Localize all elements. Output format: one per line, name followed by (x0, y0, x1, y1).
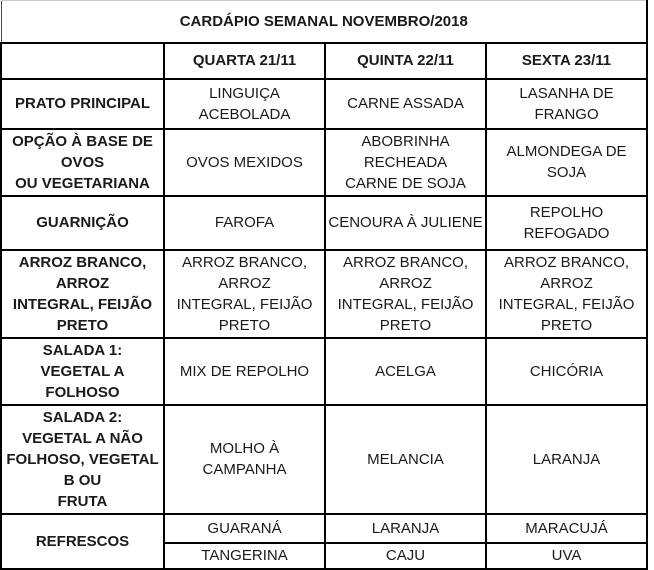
row-label-salada-1: SALADA 1: VEGETAL A FOLHOSO (0, 336, 165, 406)
menu-cell: MELANCIA (324, 403, 487, 515)
column-header-empty (0, 41, 165, 80)
row-salada-2: SALADA 2: VEGETAL A NÃO FOLHOSO, VEGETAL… (0, 403, 649, 515)
menu-cell: CAJU (324, 541, 487, 570)
row-label-prato-principal: PRATO PRINCIPAL (0, 77, 165, 130)
row-guarnicao: GUARNIÇÃO FAROFA CENOURA À JULIENE REPOL… (0, 194, 649, 251)
row-refrescos-1: REFRESCOS GUARANÁ LARANJA MARACUJÁ (0, 512, 649, 570)
header-row: QUARTA 21/11 QUINTA 22/11 SEXTA 23/11 (0, 41, 649, 80)
menu-cell: ARROZ BRANCO, ARROZ INTEGRAL, FEIJÃO PRE… (324, 248, 487, 339)
row-prato-principal: PRATO PRINCIPAL LINGUIÇA ACEBOLADA CARNE… (0, 77, 649, 130)
row-label-guarnicao: GUARNIÇÃO (0, 194, 165, 251)
menu-cell: GUARANÁ (163, 512, 326, 544)
menu-cell: FAROFA (163, 194, 326, 251)
column-header-wednesday: QUARTA 21/11 (163, 41, 326, 80)
menu-cell: LASANHA DE FRANGO (484, 77, 649, 130)
menu-cell: ABOBRINHA RECHEADA CARNE DE SOJA (324, 127, 487, 197)
menu-cell: CHICÓRIA (484, 336, 649, 406)
menu-cell: ARROZ BRANCO, ARROZ INTEGRAL, FEIJÃO PRE… (163, 248, 326, 339)
title-row: CARDÁPIO SEMANAL NOVEMBRO/2018 (1, 0, 649, 44)
row-arroz-feijao: ARROZ BRANCO, ARROZ INTEGRAL, FEIJÃO PRE… (0, 248, 649, 339)
menu-cell: LINGUIÇA ACEBOLADA (163, 77, 326, 130)
menu-cell: REPOLHO REFOGADO (484, 194, 649, 251)
menu-cell: OVOS MEXIDOS (163, 127, 326, 197)
menu-cell: LARANJA (324, 512, 487, 544)
menu-cell: MOLHO À CAMPANHA (163, 403, 326, 515)
menu-cell: CENOURA À JULIENE (324, 194, 487, 251)
menu-cell: MARACUJÁ (484, 512, 649, 544)
menu-cell: LARANJA (484, 403, 649, 515)
menu-cell: MIX DE REPOLHO (163, 336, 326, 406)
row-label-refrescos: REFRESCOS (0, 512, 165, 570)
column-header-thursday: QUINTA 22/11 (324, 41, 487, 80)
menu-cell: TANGERINA (163, 541, 326, 570)
row-label-salada-2: SALADA 2: VEGETAL A NÃO FOLHOSO, VEGETAL… (0, 403, 165, 515)
row-label-opcao-ovos: OPÇÃO À BASE DE OVOS OU VEGETARIANA (0, 127, 165, 197)
menu-cell: ARROZ BRANCO, ARROZ INTEGRAL, FEIJÃO PRE… (484, 248, 649, 339)
menu-cell: CARNE ASSADA (324, 77, 487, 130)
menu-cell: ACELGA (324, 336, 487, 406)
menu-cell: UVA (484, 541, 649, 570)
row-label-arroz-feijao: ARROZ BRANCO, ARROZ INTEGRAL, FEIJÃO PRE… (0, 248, 165, 339)
table-title: CARDÁPIO SEMANAL NOVEMBRO/2018 (1, 0, 649, 44)
menu-cell: ALMONDEGA DE SOJA (484, 127, 649, 197)
column-header-friday: SEXTA 23/11 (484, 41, 649, 80)
row-salada-1: SALADA 1: VEGETAL A FOLHOSO MIX DE REPOL… (0, 336, 649, 406)
row-opcao-ovos-vegetariana: OPÇÃO À BASE DE OVOS OU VEGETARIANA OVOS… (0, 127, 649, 197)
